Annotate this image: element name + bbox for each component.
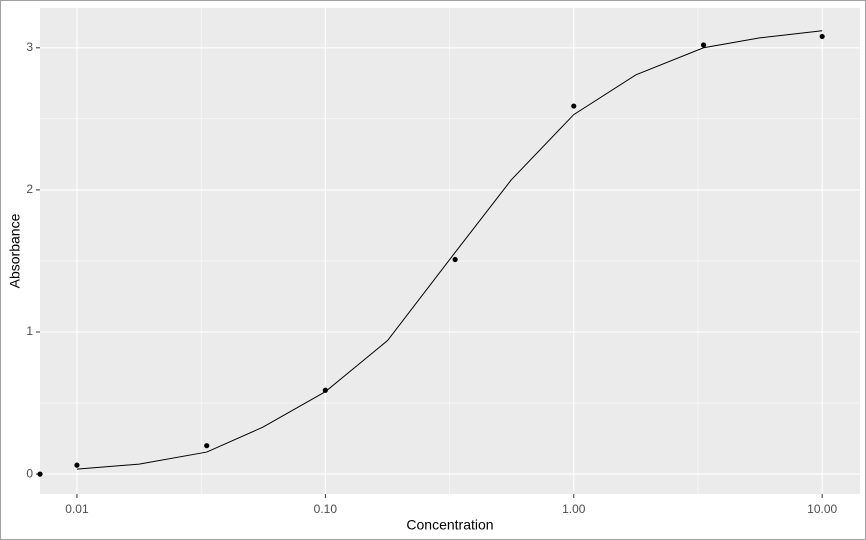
panel [40,8,860,494]
x-tick-label: 0.10 [314,502,338,516]
data-point [700,42,707,48]
data-point [452,256,458,263]
data-point [74,462,80,468]
data-point [571,103,577,109]
data-point [204,443,210,449]
data-point [322,387,328,393]
x-tick-label: 10.00 [807,502,837,516]
y-tick-label: 0 [26,466,33,480]
x-axis-title: Concentration [406,517,493,533]
data-point [37,471,43,477]
y-tick-label: 2 [26,182,33,196]
x-tick-label: 1.00 [562,502,586,516]
data-point [819,33,825,40]
y-tick-label: 3 [26,40,33,54]
y-tick-label: 1 [26,324,33,338]
x-tick-label: 0.01 [65,502,89,516]
y-axis-title: Absorbance [7,213,23,288]
fit-curve [76,30,823,470]
